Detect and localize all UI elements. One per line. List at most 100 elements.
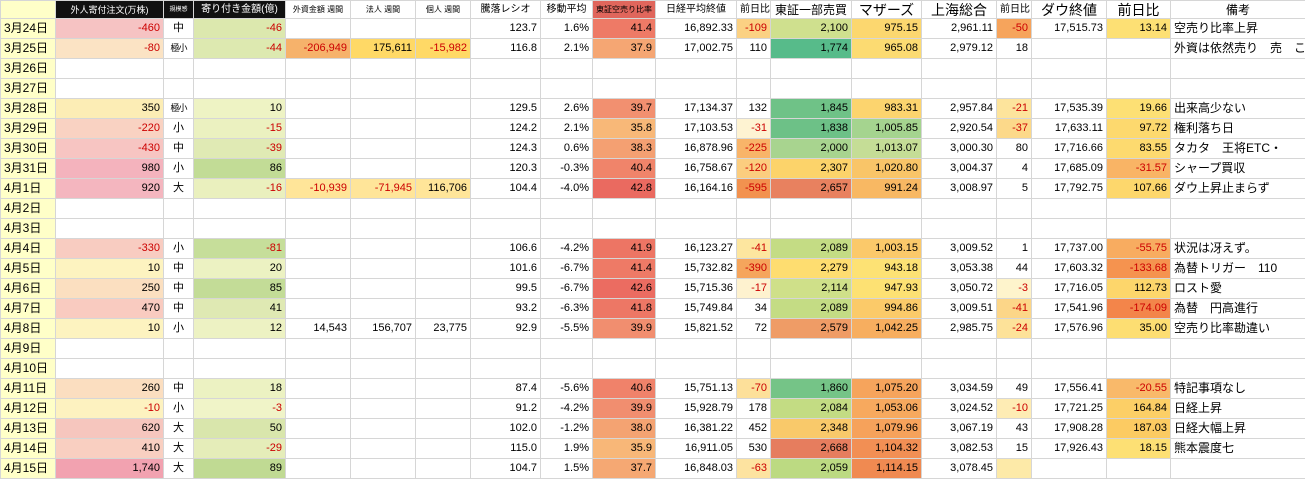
cell-individual-weekly[interactable] [416,419,471,439]
cell-foreign-orders[interactable]: 410 [56,439,164,459]
cell-dow-close[interactable]: 17,716.05 [1032,279,1107,299]
cell-corporate-weekly[interactable] [351,419,416,439]
cell-shanghai[interactable]: 2,985.75 [922,319,997,339]
cell-mothers[interactable]: 943.18 [852,259,922,279]
cell-opening-amount[interactable] [194,79,286,99]
cell-shanghai-change[interactable]: -24 [997,319,1032,339]
cell-individual-weekly[interactable] [416,439,471,459]
cell-updown-ratio[interactable]: 99.5 [471,279,541,299]
cell-scale[interactable] [164,339,194,359]
cell-individual-weekly[interactable] [416,19,471,39]
cell-date[interactable]: 4月5日 [1,259,56,279]
cell-date[interactable]: 4月13日 [1,419,56,439]
cell-opening-amount[interactable]: 50 [194,419,286,439]
cell-dow-change[interactable]: 83.55 [1107,139,1171,159]
cell-nikkei-change[interactable] [737,339,771,359]
cell-corporate-weekly[interactable] [351,299,416,319]
cell-tse1-volume[interactable]: 2,100 [771,19,852,39]
cell-nikkei-change[interactable] [737,199,771,219]
cell-updown-ratio[interactable]: 129.5 [471,99,541,119]
cell-moving-average[interactable]: -4.0% [541,179,593,199]
cell-opening-amount[interactable]: -39 [194,139,286,159]
cell-mothers[interactable]: 1,075.20 [852,379,922,399]
cell-date[interactable]: 4月7日 [1,299,56,319]
cell-individual-weekly[interactable] [416,199,471,219]
cell-nikkei-close[interactable]: 17,134.37 [656,99,737,119]
column-header-foreign-weekly[interactable]: 外資金額 週間 [286,1,351,19]
cell-tse1-volume[interactable]: 2,579 [771,319,852,339]
cell-shanghai-change[interactable] [997,59,1032,79]
cell-individual-weekly[interactable] [416,219,471,239]
cell-date[interactable]: 3月29日 [1,119,56,139]
cell-foreign-weekly[interactable] [286,239,351,259]
cell-dow-close[interactable] [1032,339,1107,359]
cell-foreign-weekly[interactable] [286,59,351,79]
cell-dow-close[interactable]: 17,737.00 [1032,239,1107,259]
cell-scale[interactable] [164,359,194,379]
cell-corporate-weekly[interactable] [351,99,416,119]
cell-notes[interactable]: 特記事項なし [1171,379,1305,399]
cell-dow-close[interactable]: 17,792.75 [1032,179,1107,199]
cell-dow-close[interactable]: 17,603.32 [1032,259,1107,279]
cell-foreign-orders[interactable]: 980 [56,159,164,179]
cell-shanghai-change[interactable]: 4 [997,159,1032,179]
cell-nikkei-close[interactable]: 15,821.52 [656,319,737,339]
cell-opening-amount[interactable]: -81 [194,239,286,259]
cell-date[interactable]: 4月2日 [1,199,56,219]
cell-nikkei-close[interactable]: 16,758.67 [656,159,737,179]
cell-scale[interactable] [164,199,194,219]
cell-foreign-weekly[interactable] [286,279,351,299]
cell-moving-average[interactable]: -4.2% [541,239,593,259]
cell-moving-average[interactable]: -4.2% [541,399,593,419]
cell-foreign-orders[interactable]: 350 [56,99,164,119]
cell-scale[interactable]: 中 [164,259,194,279]
cell-foreign-orders[interactable]: 920 [56,179,164,199]
cell-short-sell-ratio[interactable] [593,359,656,379]
cell-individual-weekly[interactable] [416,79,471,99]
cell-dow-close[interactable]: 17,576.96 [1032,319,1107,339]
cell-tse1-volume[interactable] [771,359,852,379]
cell-date[interactable]: 3月24日 [1,19,56,39]
cell-mothers[interactable] [852,79,922,99]
cell-short-sell-ratio[interactable]: 35.8 [593,119,656,139]
cell-tse1-volume[interactable]: 2,114 [771,279,852,299]
cell-shanghai-change[interactable]: 5 [997,179,1032,199]
cell-opening-amount[interactable]: -44 [194,39,286,59]
cell-individual-weekly[interactable]: -15,982 [416,39,471,59]
cell-corporate-weekly[interactable] [351,259,416,279]
cell-individual-weekly[interactable]: 116,706 [416,179,471,199]
cell-short-sell-ratio[interactable]: 38.3 [593,139,656,159]
cell-tse1-volume[interactable]: 2,089 [771,299,852,319]
cell-shanghai[interactable] [922,79,997,99]
cell-foreign-weekly[interactable] [286,19,351,39]
cell-opening-amount[interactable]: 12 [194,319,286,339]
cell-date[interactable]: 4月14日 [1,439,56,459]
cell-dow-close[interactable]: 17,633.11 [1032,119,1107,139]
cell-tse1-volume[interactable]: 2,668 [771,439,852,459]
cell-shanghai[interactable]: 3,024.52 [922,399,997,419]
cell-notes[interactable]: タカタ 王将ETC・ [1171,139,1305,159]
cell-tse1-volume[interactable] [771,339,852,359]
cell-updown-ratio[interactable]: 115.0 [471,439,541,459]
cell-opening-amount[interactable] [194,59,286,79]
cell-scale[interactable]: 小 [164,399,194,419]
cell-shanghai-change[interactable]: 18 [997,39,1032,59]
cell-dow-close[interactable]: 17,556.41 [1032,379,1107,399]
cell-foreign-orders[interactable]: 10 [56,259,164,279]
cell-shanghai-change[interactable] [997,359,1032,379]
cell-date[interactable]: 4月3日 [1,219,56,239]
cell-foreign-orders[interactable]: -460 [56,19,164,39]
cell-foreign-weekly[interactable] [286,359,351,379]
cell-nikkei-close[interactable]: 15,732.82 [656,259,737,279]
cell-shanghai-change[interactable]: -37 [997,119,1032,139]
cell-shanghai[interactable] [922,359,997,379]
cell-tse1-volume[interactable]: 2,084 [771,399,852,419]
cell-corporate-weekly[interactable] [351,19,416,39]
cell-notes[interactable] [1171,359,1305,379]
cell-dow-change[interactable] [1107,359,1171,379]
cell-date[interactable]: 3月27日 [1,79,56,99]
cell-notes[interactable]: ダウ上昇止まらず [1171,179,1305,199]
cell-dow-close[interactable] [1032,59,1107,79]
cell-date[interactable]: 3月25日 [1,39,56,59]
cell-nikkei-close[interactable]: 16,123.27 [656,239,737,259]
